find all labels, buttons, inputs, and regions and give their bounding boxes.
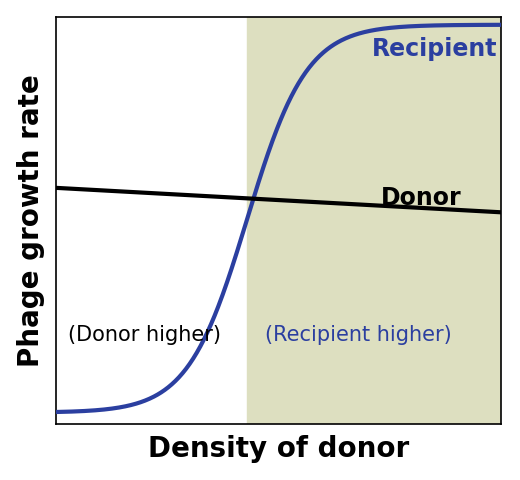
Text: Donor: Donor: [381, 186, 461, 210]
Text: (Donor higher): (Donor higher): [68, 324, 222, 345]
X-axis label: Density of donor: Density of donor: [148, 435, 409, 463]
Bar: [247, 17, 501, 424]
Text: Recipient: Recipient: [371, 37, 497, 61]
Y-axis label: Phage growth rate: Phage growth rate: [17, 74, 45, 367]
Text: (Recipient higher): (Recipient higher): [265, 324, 452, 345]
